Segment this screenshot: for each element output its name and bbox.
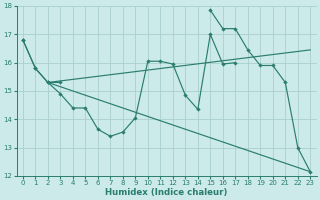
X-axis label: Humidex (Indice chaleur): Humidex (Indice chaleur): [105, 188, 228, 197]
